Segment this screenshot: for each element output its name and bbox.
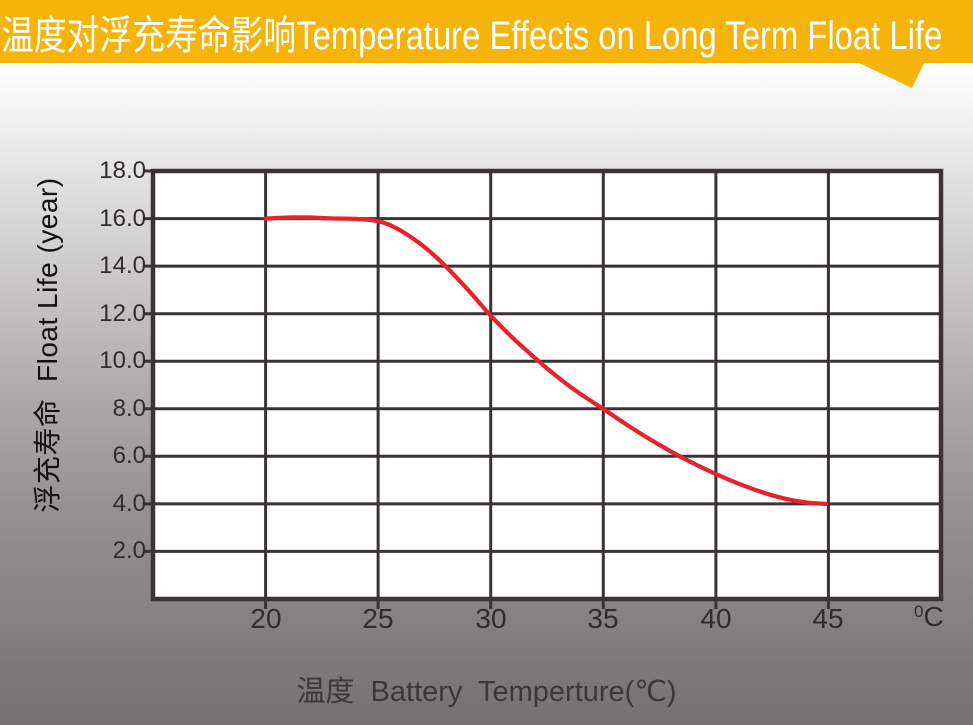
plot-background xyxy=(153,171,941,599)
x-tick-label: 45 xyxy=(812,603,844,634)
x-axis-unit: 0C xyxy=(914,601,944,633)
title-banner: 温度对浮充寿命影响Temperature Effects on Long Ter… xyxy=(0,0,973,63)
plot-border xyxy=(150,168,944,602)
x-axis-unit-degree: 0 xyxy=(914,602,924,621)
x-tick-label: 30 xyxy=(475,603,507,634)
y-tick-label: 16.0 xyxy=(99,205,146,232)
x-tick-label: 35 xyxy=(587,603,619,634)
x-axis-title: 温度 Battery Temperture(℃) xyxy=(296,676,677,708)
y-tick-label: 14.0 xyxy=(99,252,146,279)
banner-tail-icon xyxy=(855,61,925,88)
y-tick-label: 10.0 xyxy=(99,347,146,374)
banner-tail-shape xyxy=(855,61,925,88)
float-life-curve xyxy=(263,215,829,506)
x-tick-label: 20 xyxy=(250,603,282,634)
y-tick-label: 6.0 xyxy=(112,442,146,469)
y-tick-label: 8.0 xyxy=(112,395,146,422)
y-tick-label: 4.0 xyxy=(112,490,146,517)
y-tick-label: 12.0 xyxy=(99,300,146,327)
banner-title: 温度对浮充寿命影响Temperature Effects on Long Ter… xyxy=(1,13,943,58)
x-axis-unit-letter: C xyxy=(923,601,944,632)
x-tick-label: 25 xyxy=(362,603,394,634)
x-tick-label: 40 xyxy=(700,603,732,634)
y-tick-label: 18.0 xyxy=(99,157,146,184)
y-tick-label: 2.0 xyxy=(112,537,146,564)
gridlines xyxy=(144,169,941,609)
y-axis-title: 浮充寿命 Float Life (year) xyxy=(32,177,63,513)
